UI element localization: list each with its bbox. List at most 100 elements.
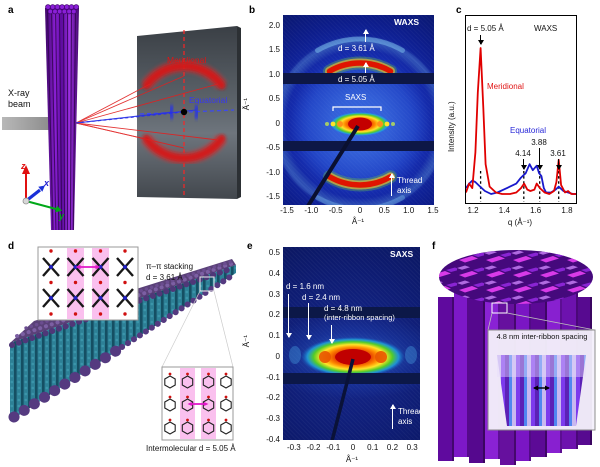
fiber-bundle (45, 4, 79, 231)
waxs-title-b: WAXS (394, 17, 420, 27)
d505-arrow-c (478, 35, 485, 45)
nitrogen-dots (49, 265, 127, 300)
intermolecular-distance-arrow (187, 402, 209, 406)
saxs-y-axis-label: Å⁻¹ (242, 335, 251, 348)
tick-label: 1.8 (561, 206, 573, 215)
waxs-y-axis-label: Å⁻¹ (242, 98, 251, 111)
tick-label: 0.5 (268, 94, 280, 104)
beamstop-arm (330, 358, 355, 440)
saxs-title-e: SAXS (390, 249, 414, 259)
bead-row-bottom-far (119, 272, 236, 350)
thread-axis-arrow-e (390, 404, 397, 429)
d16-arrow (286, 294, 293, 338)
peak-388-label: 3.88 (531, 138, 547, 147)
tick-label: 0.2 (268, 310, 280, 320)
meridional-reflection-bottom (326, 174, 394, 188)
x-axis-arrow (38, 185, 45, 192)
inset-connector-lines (487, 312, 596, 331)
side-reflection-left (289, 346, 301, 364)
panel-f-label: f (432, 241, 436, 252)
panel-f-bundle-model (438, 250, 596, 465)
tick-label: 1.0 (403, 206, 415, 215)
tick-label: 1.6 (530, 206, 542, 215)
intermolecular-label: Intermolecular d = 5.05 Å (146, 444, 236, 453)
d505-annotation-c: d = 5.05 Å (467, 24, 504, 33)
saxs-bracket (332, 106, 382, 111)
meridional-label: Meridional (167, 55, 207, 65)
equatorial-arc-right (193, 104, 200, 120)
tick-label: -0.4 (266, 434, 280, 444)
tick-label: 1.5 (268, 45, 280, 55)
tick-label: 0.5 (378, 206, 390, 215)
peak-361-arrow (556, 159, 563, 170)
tick-label: 0.4 (268, 268, 280, 278)
waxs-1d-x-ticks: 1.2 1.4 1.6 1.8 (461, 206, 579, 215)
d361-annotation-b: d = 3.61 Å (338, 44, 375, 53)
tick-label: 0 (275, 351, 280, 361)
thread-axis-label-b-2: axis (397, 186, 412, 195)
saxs-2d-detector-image (283, 247, 420, 440)
zoom-marker-bottom (199, 276, 215, 292)
d361-arrow-b (363, 29, 370, 42)
oxygen-dots (49, 249, 127, 316)
peak-388-arrow (537, 148, 544, 170)
tick-label: -0.3 (266, 414, 280, 424)
beam-center-dot (180, 108, 188, 116)
waxs-title-c: WAXS (534, 24, 558, 33)
meridional-curve (466, 47, 576, 195)
equatorial-curve (466, 163, 576, 195)
d505-arrow-b (363, 62, 370, 73)
meridional-series-label: Meridional (487, 82, 524, 91)
tick-label: -0.5 (266, 143, 280, 153)
detector-gap-band-1 (283, 307, 420, 318)
tick-label: -0.5 (328, 206, 343, 215)
tick-label: -0.3 (286, 443, 301, 452)
meridional-arc-bottom (142, 134, 226, 163)
tick-label: 1.4 (498, 206, 510, 215)
thread-axis-label-e-1: Thread (398, 407, 424, 416)
d24-annotation: d = 2.4 nm (302, 293, 341, 302)
scattered-rays (75, 75, 219, 149)
saxs-central-blob (325, 112, 395, 136)
d24-arrow (306, 303, 313, 340)
z-axis-arrow (22, 165, 30, 174)
coordinate-axes: z x y (20, 161, 65, 221)
tick-label: -0.1 (266, 372, 280, 382)
d505-annotation-b: d = 5.05 Å (338, 75, 375, 84)
saxs-x-axis-label: Å⁻¹ (345, 455, 359, 464)
d48-annotation: d = 4.8 nm (324, 304, 363, 313)
saxs-x-ticks: -0.3 -0.2 -0.1 0 0.1 0.2 0.3 (284, 443, 422, 452)
thread-axis-label-e-2: axis (398, 417, 413, 426)
tick-label: -1.5 (280, 206, 294, 215)
tick-label: 1.0 (268, 69, 280, 79)
peak-414-label: 4.14 (515, 149, 531, 158)
tick-label: 1.2 (467, 206, 479, 215)
fiber-rod-ends (45, 4, 79, 15)
saxs-2d-features (283, 307, 420, 440)
panel-d-ribbon-model (8, 246, 236, 441)
tick-label: -0.2 (306, 443, 321, 452)
equatorial-dashed-axis (139, 109, 235, 115)
spacing-arrow (533, 385, 550, 391)
detector-gap-band-2 (283, 141, 434, 151)
tick-label: 0.1 (268, 331, 280, 341)
y-axis-label: y (58, 211, 65, 221)
axes-origin (22, 197, 30, 205)
waxs-1d-y-axis-label: Intensity (a.u.) (447, 101, 456, 152)
xray-beam-label-1: X-ray (8, 88, 30, 98)
tick-label: 2.0 (268, 21, 280, 30)
waxs-1d-chart (466, 47, 576, 202)
waxs-1d-x-axis-label: q (Å⁻¹) (507, 218, 533, 227)
tick-label: -1.0 (304, 206, 319, 215)
d48-arrow (329, 325, 336, 344)
detector-gap-band-2 (283, 373, 420, 384)
ring-361-bottom (315, 195, 405, 205)
d48-annotation-2: (inter-ribbon spacing) (324, 313, 395, 322)
intermolecular-inset (161, 366, 234, 441)
tick-label: -0.2 (266, 393, 280, 403)
saxs-y-ticks: 0.5 0.4 0.3 0.2 0.1 0 -0.1 -0.2 -0.3 -0.4 (254, 248, 280, 445)
bead-row-bottom-near (8, 341, 128, 423)
panel-c-label: c (456, 5, 462, 16)
pi-stacking-inset (37, 246, 139, 321)
thread-axis-arrow-b (389, 173, 396, 196)
